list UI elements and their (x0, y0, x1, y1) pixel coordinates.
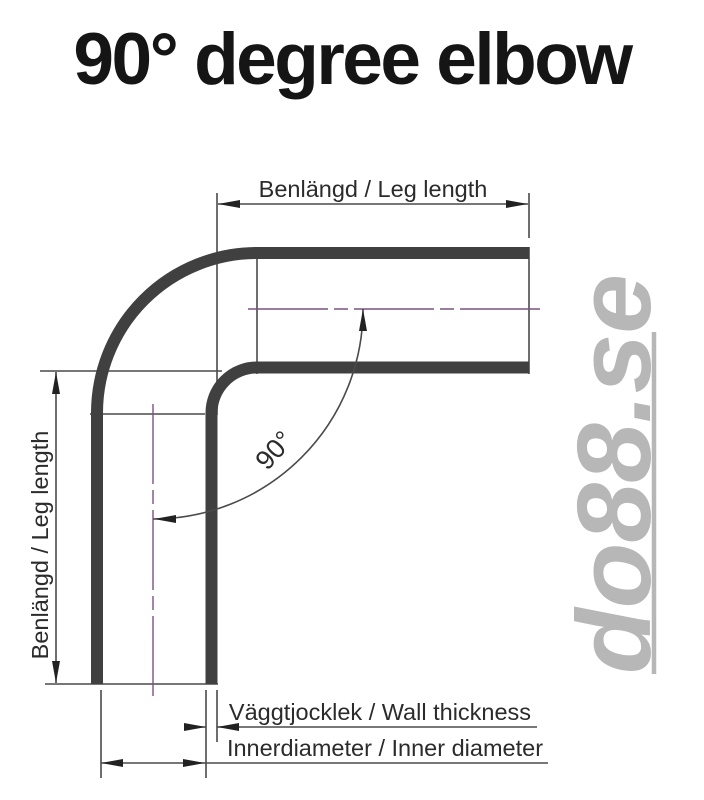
page-title: 90° degree elbow (73, 19, 633, 100)
arrow-wall-right (217, 723, 239, 731)
top-leg-label: Benlängd / Leg length (259, 176, 488, 202)
arrow-top-left (218, 200, 240, 208)
centerlines (152, 308, 540, 697)
inner-diameter-label: Innerdiameter / Inner diameter (227, 735, 543, 761)
elbow-pipe (91, 247, 529, 684)
angle-arrow-top (359, 309, 367, 331)
watermark: do88.se (556, 274, 673, 674)
arrow-top-right (506, 200, 528, 208)
arrow-inner-left (101, 759, 123, 767)
pipe-inner-wall (205, 361, 529, 684)
angle-label: 90° (249, 425, 299, 475)
wall-thickness-dimension: Väggtjocklek / Wall thickness (184, 699, 537, 731)
left-leg-dimension: Benlängd / Leg length (27, 372, 60, 683)
arrow-left-bottom (52, 661, 60, 683)
pipe-outer-wall (91, 247, 529, 684)
construction-lines (40, 193, 530, 778)
arrow-inner-right (183, 759, 205, 767)
arrow-left-top (52, 372, 60, 394)
wall-thickness-label: Väggtjocklek / Wall thickness (229, 699, 531, 725)
top-leg-dimension: Benlängd / Leg length (218, 176, 528, 208)
left-leg-label: Benlängd / Leg length (27, 431, 53, 660)
arrow-wall-left (184, 723, 206, 731)
angle-arc (152, 308, 364, 520)
inner-diameter-dimension: Innerdiameter / Inner diameter (101, 735, 548, 767)
angle-arrow-bottom (154, 515, 176, 523)
angle-dimension: 90° (152, 308, 367, 523)
